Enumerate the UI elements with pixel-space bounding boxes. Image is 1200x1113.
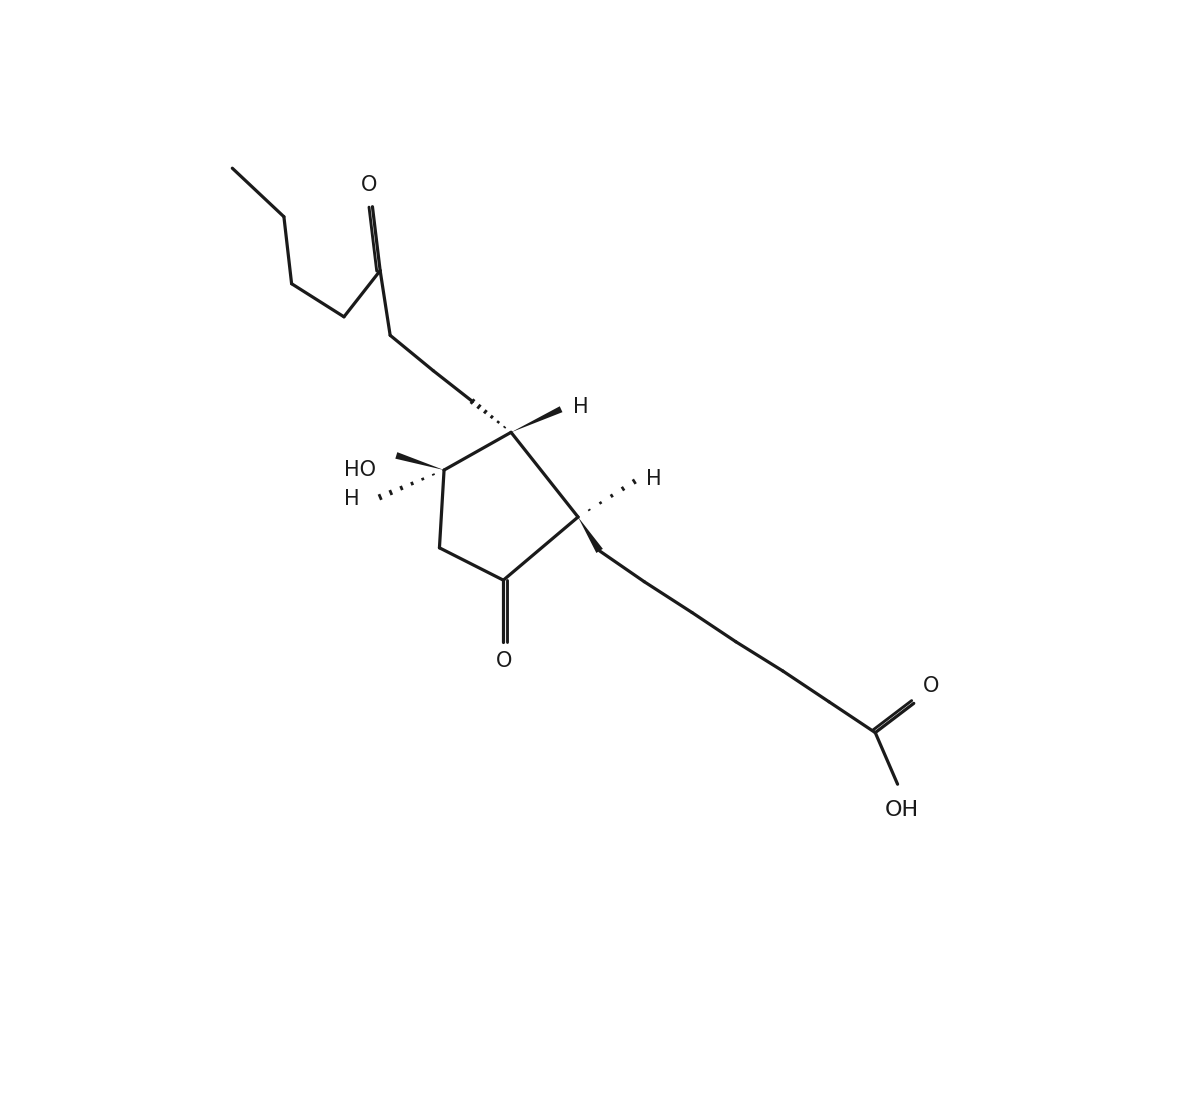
Text: O: O: [496, 651, 512, 671]
Text: O: O: [923, 676, 940, 696]
Polygon shape: [395, 452, 444, 470]
Text: HO: HO: [344, 460, 377, 480]
Polygon shape: [511, 406, 563, 432]
Text: OH: OH: [884, 799, 918, 819]
Text: H: H: [646, 469, 661, 489]
Polygon shape: [578, 518, 602, 553]
Text: H: H: [343, 490, 359, 510]
Text: O: O: [361, 175, 378, 195]
Text: H: H: [572, 397, 588, 417]
